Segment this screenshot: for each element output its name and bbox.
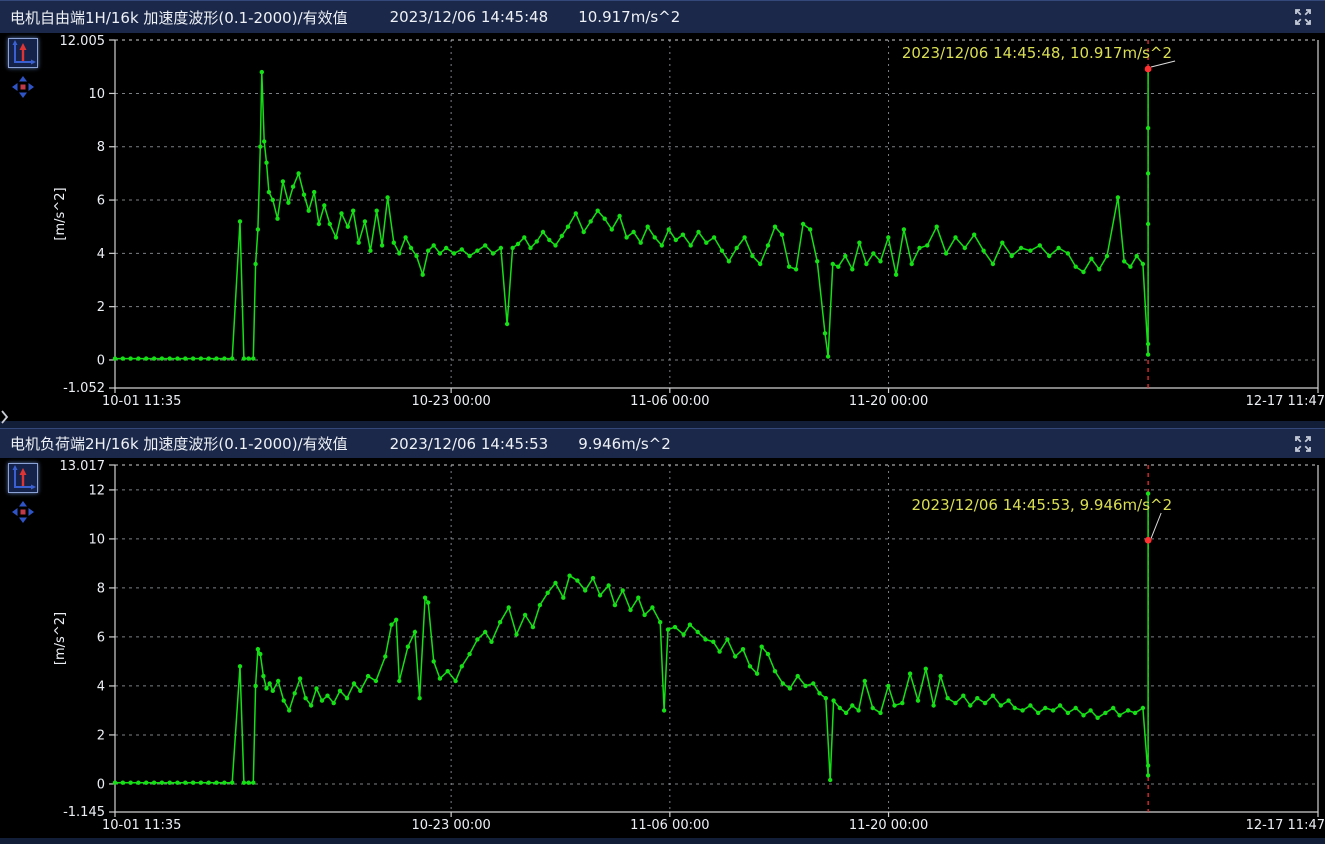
trend-chart-panel-free-end: 0 2 4 6 8 10 12.005 -1.05210-01 11:35 10-23 00:0… <box>0 33 1325 421</box>
svg-text:12.005: 12.005 <box>60 34 106 49</box>
svg-text:13.017: 13.017 <box>60 459 106 474</box>
cursor-datetime: 2023/12/06 14:45:53 <box>390 435 549 453</box>
svg-text:4: 4 <box>97 679 105 694</box>
axis-marker-icon <box>9 464 37 492</box>
trend-chart-free-end[interactable]: 0 2 4 6 8 10 12.005 -1.05210-01 11:35 10-23 00:0… <box>0 33 1325 421</box>
svg-text:10-23 00:00: 10-23 00:00 <box>411 818 490 833</box>
svg-text:10: 10 <box>88 532 105 547</box>
svg-text:10-23 00:00: 10-23 00:00 <box>411 394 490 409</box>
channel-title: 电机自由端1H/16k 加速度波形(0.1-2000)/有效值 <box>10 7 348 28</box>
svg-text:8: 8 <box>97 581 105 596</box>
svg-text:-1.052: -1.052 <box>63 381 105 396</box>
svg-text:10: 10 <box>88 87 105 102</box>
svg-text:8: 8 <box>97 140 105 155</box>
svg-text:10-01 11:35: 10-01 11:35 <box>102 394 181 409</box>
svg-text:6: 6 <box>97 630 105 645</box>
move-icon <box>12 501 34 523</box>
pan-tool-button[interactable] <box>12 501 34 523</box>
svg-text:[m/s^2]: [m/s^2] <box>53 187 68 240</box>
trend-chart-panel-load-end: 0 2 4 6 8 10 12 13.017 -1.14510-01 11:35 10-23 00… <box>0 458 1325 838</box>
cursor-datetime: 2023/12/06 14:45:48 <box>390 8 549 26</box>
maximize-button[interactable] <box>1291 5 1315 29</box>
maximize-button[interactable] <box>1291 432 1315 456</box>
marker-tool-button[interactable] <box>8 463 38 493</box>
svg-text:11-06 00:00: 11-06 00:00 <box>630 818 709 833</box>
svg-text:2: 2 <box>97 300 105 315</box>
pan-tool-button[interactable] <box>12 76 34 98</box>
svg-text:10-01 11:35: 10-01 11:35 <box>102 818 181 833</box>
expand-icon <box>1293 434 1313 454</box>
expand-icon <box>1293 7 1313 27</box>
svg-text:2023/12/06 14:45:48, 10.917m/s: 2023/12/06 14:45:48, 10.917m/s^2 <box>902 44 1172 62</box>
move-icon <box>12 76 34 98</box>
svg-text:11-06 00:00: 11-06 00:00 <box>630 394 709 409</box>
svg-text:4: 4 <box>97 247 105 262</box>
svg-text:[m/s^2]: [m/s^2] <box>53 612 68 665</box>
svg-text:12-17 11:47: 12-17 11:47 <box>1246 394 1325 409</box>
collapse-handle[interactable] <box>0 408 10 426</box>
svg-text:12: 12 <box>88 483 105 498</box>
chevron-right-icon <box>0 408 10 426</box>
axis-marker-icon <box>9 39 37 67</box>
svg-text:2: 2 <box>97 728 105 743</box>
vibration-trend-app: 电机自由端1H/16k 加速度波形(0.1-2000)/有效值 2023/12/… <box>0 0 1325 844</box>
svg-text:11-20 00:00: 11-20 00:00 <box>849 818 928 833</box>
panel-header-free-end: 电机自由端1H/16k 加速度波形(0.1-2000)/有效值 2023/12/… <box>0 0 1325 33</box>
marker-tool-button[interactable] <box>8 38 38 68</box>
svg-text:11-20 00:00: 11-20 00:00 <box>849 394 928 409</box>
svg-text:6: 6 <box>97 194 105 209</box>
svg-text:-1.145: -1.145 <box>63 805 105 820</box>
svg-text:12-17 11:47: 12-17 11:47 <box>1246 818 1325 833</box>
svg-text:0: 0 <box>97 353 105 368</box>
cursor-value: 10.917m/s^2 <box>578 8 680 26</box>
cursor-value: 9.946m/s^2 <box>578 435 671 453</box>
svg-text:0: 0 <box>97 777 105 792</box>
channel-title: 电机负荷端2H/16k 加速度波形(0.1-2000)/有效值 <box>10 433 348 454</box>
panel-header-load-end: 电机负荷端2H/16k 加速度波形(0.1-2000)/有效值 2023/12/… <box>0 428 1325 458</box>
trend-chart-load-end[interactable]: 0 2 4 6 8 10 12 13.017 -1.14510-01 11:35 10-23 00… <box>0 458 1325 838</box>
svg-text:2023/12/06 14:45:53, 9.946m/s^: 2023/12/06 14:45:53, 9.946m/s^2 <box>911 496 1172 514</box>
